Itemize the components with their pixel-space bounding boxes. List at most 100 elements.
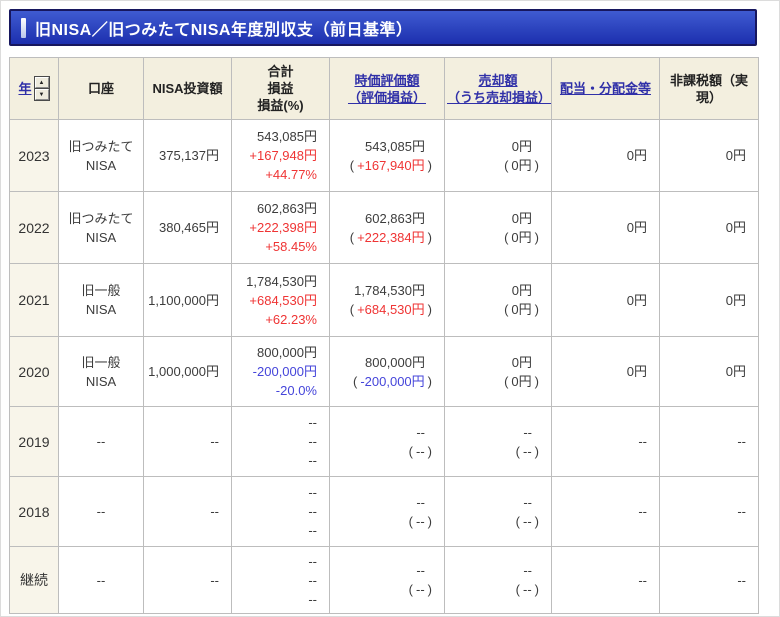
market-value: 1,784,530円 xyxy=(354,283,425,298)
table-row-2020: 2020 旧一般 NISA 1,000,000円 800,000円 -200,0… xyxy=(9,336,759,407)
year-cell: 2022 xyxy=(9,191,59,264)
header-market-value: 時価評価額 （評価損益） xyxy=(329,57,445,120)
sell-value: 0円 xyxy=(511,354,532,370)
sell-amount-cell: -- (--) xyxy=(444,546,552,614)
paren-close: ) xyxy=(427,443,432,459)
paren-open: ( xyxy=(504,373,509,389)
total-pct: -- xyxy=(308,591,317,607)
market-pl-line: (+684,530円) xyxy=(330,300,432,319)
market-pl-line: (--) xyxy=(330,512,432,531)
dividend-cell: -- xyxy=(551,476,660,547)
header-total-line3: 損益(%) xyxy=(257,98,304,113)
nisa-yearly-pl-table: 年 ▲ ▼ 口座 NISA投資額 合計 損益 損益(%) 時価評価額 （評価損益… xyxy=(9,57,759,614)
total-pct: +62.23% xyxy=(265,311,317,327)
account-line1: 旧一般 xyxy=(81,283,121,298)
total-pl-cell: 800,000円 -200,000円 -20.0% xyxy=(231,336,330,407)
account-line2: NISA xyxy=(85,373,117,389)
market-value-link-line1[interactable]: 時価評価額 xyxy=(354,72,420,88)
paren-open: ( xyxy=(515,443,520,459)
market-pl-line: (--) xyxy=(330,580,432,599)
header-year: 年 ▲ ▼ xyxy=(9,57,59,120)
investment-cell: -- xyxy=(143,476,232,547)
header-total-line1: 合計 xyxy=(267,64,294,79)
total-value: 543,085円 xyxy=(257,129,317,144)
account-cell: -- xyxy=(58,406,144,477)
account-cell: -- xyxy=(58,546,144,614)
header-total-pl: 合計 損益 損益(%) xyxy=(231,57,330,120)
total-pl: -- xyxy=(308,504,317,519)
year-cell: 2019 xyxy=(9,406,59,477)
header-dividend: 配当・分配金等 xyxy=(551,57,660,120)
total-value: 800,000円 xyxy=(257,345,317,360)
taxfree-cell: -- xyxy=(659,406,759,477)
table-row-keizoku: 継続 -- -- -- -- -- -- (--) -- (--) -- -- xyxy=(9,546,759,614)
account-cell: 旧一般 NISA xyxy=(58,263,144,337)
market-pl: +167,940円 xyxy=(357,157,425,173)
market-value-link-line2[interactable]: （評価損益） xyxy=(347,89,426,105)
dividend-cell: -- xyxy=(551,406,660,477)
total-pl: +222,398円 xyxy=(249,220,317,235)
market-value-cell: 1,784,530円 (+684,530円) xyxy=(329,263,445,337)
sell-pl-line: (0円) xyxy=(445,300,539,319)
sort-descending-button[interactable]: ▼ xyxy=(34,89,49,100)
sort-ascending-button[interactable]: ▲ xyxy=(34,77,49,88)
investment-cell: 375,137円 xyxy=(143,119,232,192)
investment-cell: 1,100,000円 xyxy=(143,263,232,337)
paren-open: ( xyxy=(408,582,413,597)
paren-open: ( xyxy=(504,157,509,173)
paren-open: ( xyxy=(408,443,413,459)
investment-cell: -- xyxy=(143,546,232,614)
page-title-bar: 旧NISA／旧つみたてNISA年度別収支（前日基準） xyxy=(9,9,757,46)
total-pl: -- xyxy=(308,434,317,449)
account-line2: NISA xyxy=(85,302,117,317)
taxfree-cell: -- xyxy=(659,546,759,614)
table-header-row: 年 ▲ ▼ 口座 NISA投資額 合計 損益 損益(%) 時価評価額 （評価損益… xyxy=(9,57,759,120)
market-value: 543,085円 xyxy=(365,138,425,154)
market-pl-line: (+222,384円) xyxy=(330,228,432,247)
total-pl-cell: -- -- -- xyxy=(231,546,330,614)
sell-pl: 0円 xyxy=(511,157,532,173)
market-value: -- xyxy=(416,494,425,510)
total-value: -- xyxy=(308,485,317,500)
market-value: 800,000円 xyxy=(365,354,425,370)
taxfree-cell: 0円 xyxy=(659,119,759,192)
paren-open: ( xyxy=(352,373,358,389)
sell-pl-line: (0円) xyxy=(445,228,539,247)
dividend-link[interactable]: 配当・分配金等 xyxy=(559,81,651,96)
total-value: 1,784,530円 xyxy=(246,273,317,289)
paren-open: ( xyxy=(504,229,509,245)
paren-close: ) xyxy=(427,302,432,317)
market-value-cell: 602,863円 (+222,384円) xyxy=(329,191,445,264)
year-sort-link[interactable]: 年 xyxy=(18,81,32,96)
taxfree-cell: -- xyxy=(659,476,759,547)
table-row-2022: 2022 旧つみたて NISA 380,465円 602,863円 +222,3… xyxy=(9,191,759,264)
total-value: -- xyxy=(308,553,317,569)
paren-open: ( xyxy=(515,513,520,529)
market-pl: -- xyxy=(415,513,425,529)
sell-value: 0円 xyxy=(511,210,532,226)
dividend-cell: 0円 xyxy=(551,263,660,337)
market-value-cell: 543,085円 (+167,940円) xyxy=(329,119,445,192)
investment-cell: -- xyxy=(143,406,232,477)
sell-amount-link-line2[interactable]: （うち売却損益） xyxy=(447,89,552,105)
account-line1: 旧一般 xyxy=(81,354,121,370)
account-cell: 旧つみたて NISA xyxy=(58,191,144,264)
paren-close: ) xyxy=(427,157,432,173)
total-pl: +684,530円 xyxy=(249,292,317,308)
account-cell: 旧一般 NISA xyxy=(58,336,144,407)
paren-close: ) xyxy=(427,582,432,597)
dividend-cell: 0円 xyxy=(551,336,660,407)
sell-amount-link-line1[interactable]: 売却額 xyxy=(478,72,518,88)
account-line1: -- xyxy=(96,504,106,519)
sell-pl: -- xyxy=(522,443,532,459)
paren-close: ) xyxy=(427,513,432,529)
sell-pl: -- xyxy=(522,513,532,529)
dividend-cell: 0円 xyxy=(551,119,660,192)
sell-value: -- xyxy=(523,494,532,510)
total-pl-cell: 1,784,530円 +684,530円 +62.23% xyxy=(231,263,330,337)
market-pl: -200,000円 xyxy=(360,373,425,389)
sell-pl-line: (--) xyxy=(445,442,539,461)
sell-value: 0円 xyxy=(511,138,532,154)
dividend-cell: -- xyxy=(551,546,660,614)
header-investment: NISA投資額 xyxy=(143,57,232,120)
